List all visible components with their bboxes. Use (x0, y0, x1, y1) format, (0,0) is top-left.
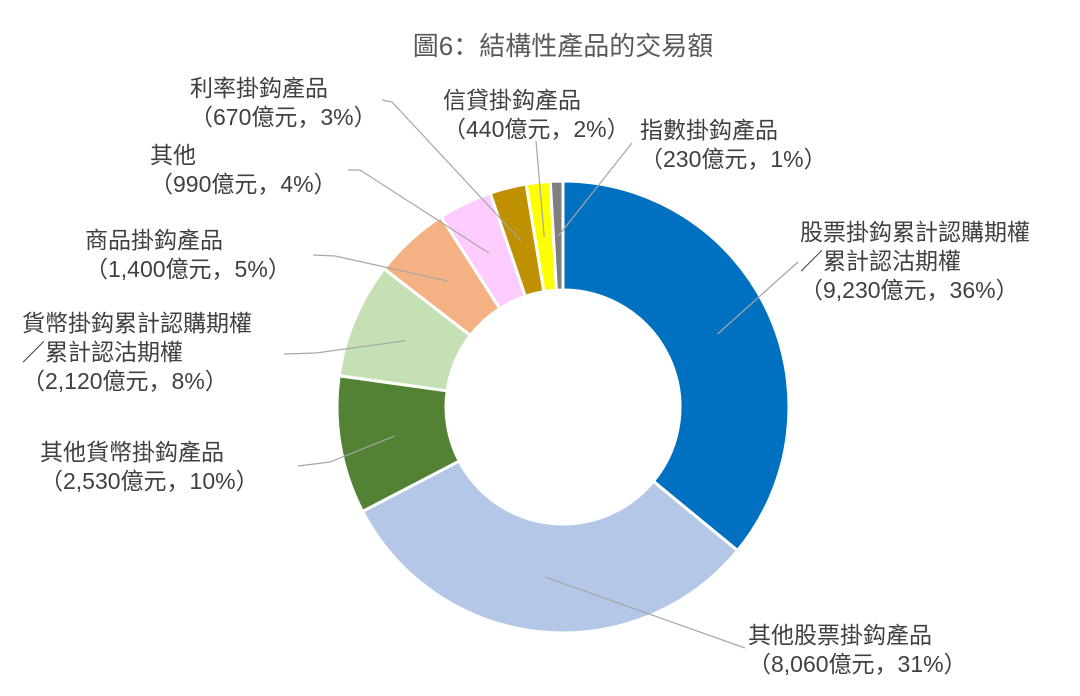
slice-name: 其他 (150, 142, 196, 168)
leader-line-2 (544, 576, 746, 649)
leader-line-4 (283, 340, 406, 355)
slice-data-label: （670億元，3%） (190, 104, 377, 130)
donut-slices (335, 179, 791, 635)
leader-lines (283, 99, 799, 649)
slice-data-label: （230億元，1%） (640, 146, 827, 172)
chart-title: 圖6：結構性產品的交易額 (413, 31, 713, 61)
leader-line-1 (717, 261, 799, 335)
slice-name: 其他貨幣掛鈎產品 (40, 439, 224, 465)
donut-slice-9 (548, 179, 565, 292)
slice-label-2: 其他股票掛鈎產品 （8,060億元，31%） (748, 622, 967, 677)
donut-slice-1 (561, 179, 791, 553)
slice-data-label: （9,230億元，36%） (800, 277, 1019, 303)
slice-name: 商品掛鈎產品 (85, 227, 223, 253)
slice-label-9: 指數掛鈎產品 （230億元，1%） (640, 117, 827, 172)
slice-data-label: （1,400億元，5%） (85, 256, 291, 282)
leader-line-9 (557, 142, 633, 237)
leader-line-6 (348, 169, 490, 254)
slice-name: 信貸掛鈎產品 (443, 87, 581, 113)
slice-label-7: 利率掛鈎產品 （670億元，3%） (190, 75, 377, 130)
donut-slice-2 (361, 459, 740, 635)
leader-line-8 (535, 140, 545, 238)
slice-data-label: （440億元，2%） (443, 116, 630, 142)
slice-data-label: （2,530億元，10%） (40, 468, 259, 494)
slice-name: 股票掛鈎累計認購期權／累計認沽期權 (800, 219, 1030, 274)
leader-line-3 (297, 435, 395, 467)
slice-name: 貨幣掛鈎累計認購期權／累計認沽期權 (22, 310, 252, 365)
leader-line-7 (381, 99, 522, 242)
slice-label-4: 貨幣掛鈎累計認購期權／累計認沽期權 （2,120億元，8%） (22, 310, 252, 394)
slice-data-label: （8,060億元，31%） (748, 651, 967, 677)
slice-label-5: 商品掛鈎產品 （1,400億元，5%） (85, 227, 291, 282)
leader-line-5 (312, 254, 448, 282)
slice-label-8: 信貸掛鈎產品 （440億元，2%） (443, 87, 630, 142)
slice-name: 利率掛鈎產品 (190, 75, 328, 101)
data-labels: 股票掛鈎累計認購期權／累計認沽期權 （9,230億元，36%） 其他股票掛鈎產品 （8… (22, 75, 1030, 677)
slice-name: 指數掛鈎產品 (640, 117, 778, 143)
slice-name: 其他股票掛鈎產品 (748, 622, 932, 648)
slice-label-6: 其他 （990億元，4%） (150, 142, 337, 197)
slice-label-3: 其他貨幣掛鈎產品 （2,530億元，10%） (40, 439, 259, 494)
slice-data-label: （990億元，4%） (150, 171, 337, 197)
slice-label-1: 股票掛鈎累計認購期權／累計認沽期權 （9,230億元，36%） (800, 219, 1030, 303)
slice-data-label: （2,120億元，8%） (22, 368, 228, 394)
